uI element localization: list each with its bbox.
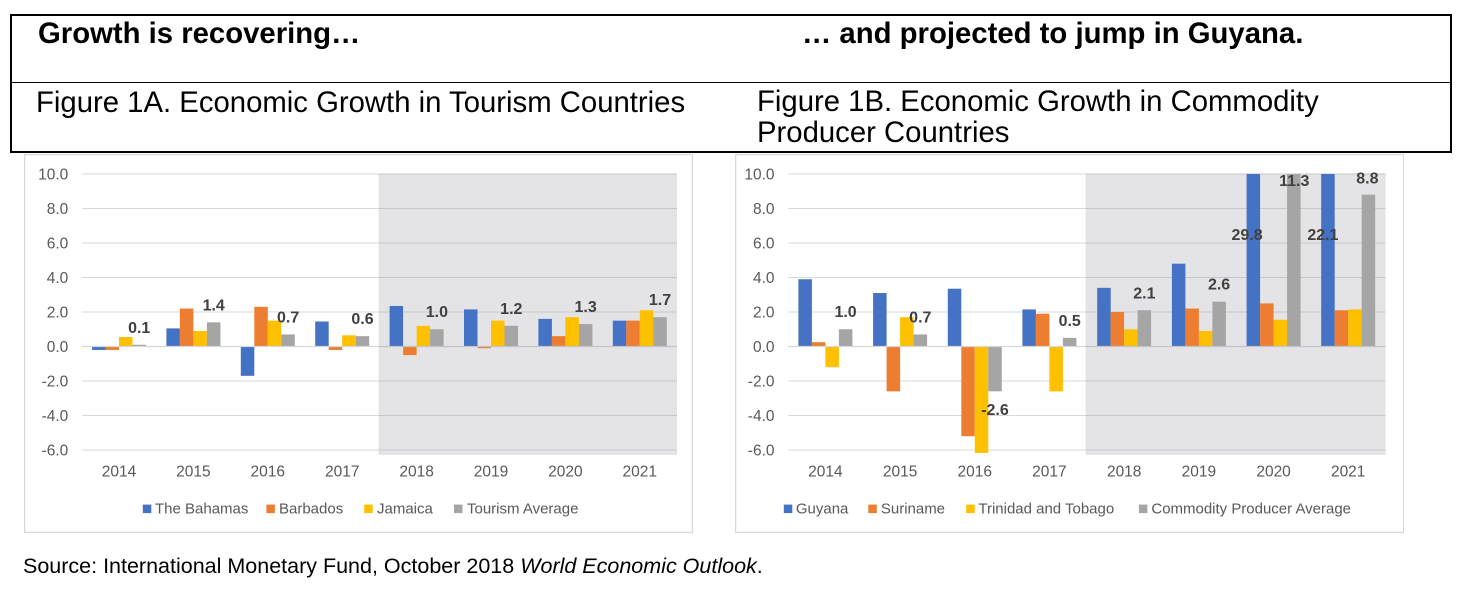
svg-text:10.0: 10.0 — [38, 166, 69, 183]
svg-text:Tourism Average: Tourism Average — [467, 501, 578, 518]
svg-text:2021: 2021 — [623, 464, 657, 481]
svg-text:2014: 2014 — [102, 464, 137, 481]
svg-text:1.4: 1.4 — [203, 297, 225, 314]
svg-text:1.7: 1.7 — [649, 292, 671, 309]
svg-text:2017: 2017 — [325, 464, 359, 481]
svg-text:6.0: 6.0 — [47, 235, 69, 252]
svg-text:2015: 2015 — [882, 463, 916, 480]
svg-text:2016: 2016 — [251, 464, 285, 481]
svg-text:4.0: 4.0 — [753, 270, 775, 287]
svg-text:1.2: 1.2 — [500, 301, 522, 318]
svg-text:2020: 2020 — [548, 464, 583, 481]
svg-text:22.1: 22.1 — [1307, 227, 1338, 244]
svg-text:-6.0: -6.0 — [42, 442, 69, 459]
svg-text:2021: 2021 — [1331, 463, 1365, 480]
svg-text:2014: 2014 — [808, 463, 843, 480]
svg-text:-4.0: -4.0 — [747, 408, 774, 425]
svg-text:8.8: 8.8 — [1356, 171, 1378, 188]
svg-text:1.0: 1.0 — [426, 304, 448, 321]
svg-text:2.1: 2.1 — [1133, 285, 1155, 302]
svg-text:1.0: 1.0 — [834, 304, 856, 321]
svg-text:0.0: 0.0 — [753, 339, 775, 356]
svg-text:Jamaica: Jamaica — [377, 501, 434, 518]
svg-text:-4.0: -4.0 — [42, 408, 69, 425]
svg-text:0.6: 0.6 — [351, 311, 373, 328]
svg-text:29.8: 29.8 — [1231, 227, 1262, 244]
svg-text:2017: 2017 — [1032, 463, 1066, 480]
svg-text:2.0: 2.0 — [753, 304, 775, 321]
svg-text:11.3: 11.3 — [1279, 173, 1309, 190]
svg-text:2020: 2020 — [1256, 463, 1290, 480]
svg-text:2016: 2016 — [957, 463, 991, 480]
svg-text:Barbados: Barbados — [279, 501, 343, 518]
svg-text:-2.6: -2.6 — [981, 402, 1009, 419]
svg-text:Trinidad and Tobago: Trinidad and Tobago — [978, 500, 1114, 517]
svg-text:4.0: 4.0 — [47, 270, 69, 287]
svg-text:The Bahamas: The Bahamas — [155, 501, 248, 518]
svg-text:Commodity Producer Average: Commodity Producer Average — [1151, 500, 1351, 517]
svg-text:0.7: 0.7 — [277, 309, 299, 326]
svg-text:0.0: 0.0 — [47, 339, 69, 356]
svg-text:-6.0: -6.0 — [747, 442, 774, 459]
svg-text:10.0: 10.0 — [744, 166, 774, 183]
svg-text:Guyana: Guyana — [795, 500, 848, 517]
svg-text:2018: 2018 — [399, 464, 433, 481]
svg-text:0.1: 0.1 — [128, 320, 150, 337]
svg-text:2015: 2015 — [176, 464, 210, 481]
svg-text:0.7: 0.7 — [909, 309, 931, 326]
svg-text:2.0: 2.0 — [47, 304, 69, 321]
svg-text:2.6: 2.6 — [1208, 277, 1230, 294]
svg-text:6.0: 6.0 — [753, 235, 775, 252]
svg-text:Suriname: Suriname — [880, 500, 944, 517]
svg-text:8.0: 8.0 — [47, 201, 69, 218]
svg-text:-2.0: -2.0 — [42, 373, 69, 390]
svg-text:8.0: 8.0 — [753, 201, 775, 218]
svg-text:0.5: 0.5 — [1058, 313, 1080, 330]
svg-text:2019: 2019 — [1181, 463, 1215, 480]
svg-text:-2.0: -2.0 — [747, 373, 774, 390]
svg-text:2019: 2019 — [474, 464, 508, 481]
svg-text:1.3: 1.3 — [574, 299, 596, 316]
svg-text:2018: 2018 — [1107, 463, 1141, 480]
